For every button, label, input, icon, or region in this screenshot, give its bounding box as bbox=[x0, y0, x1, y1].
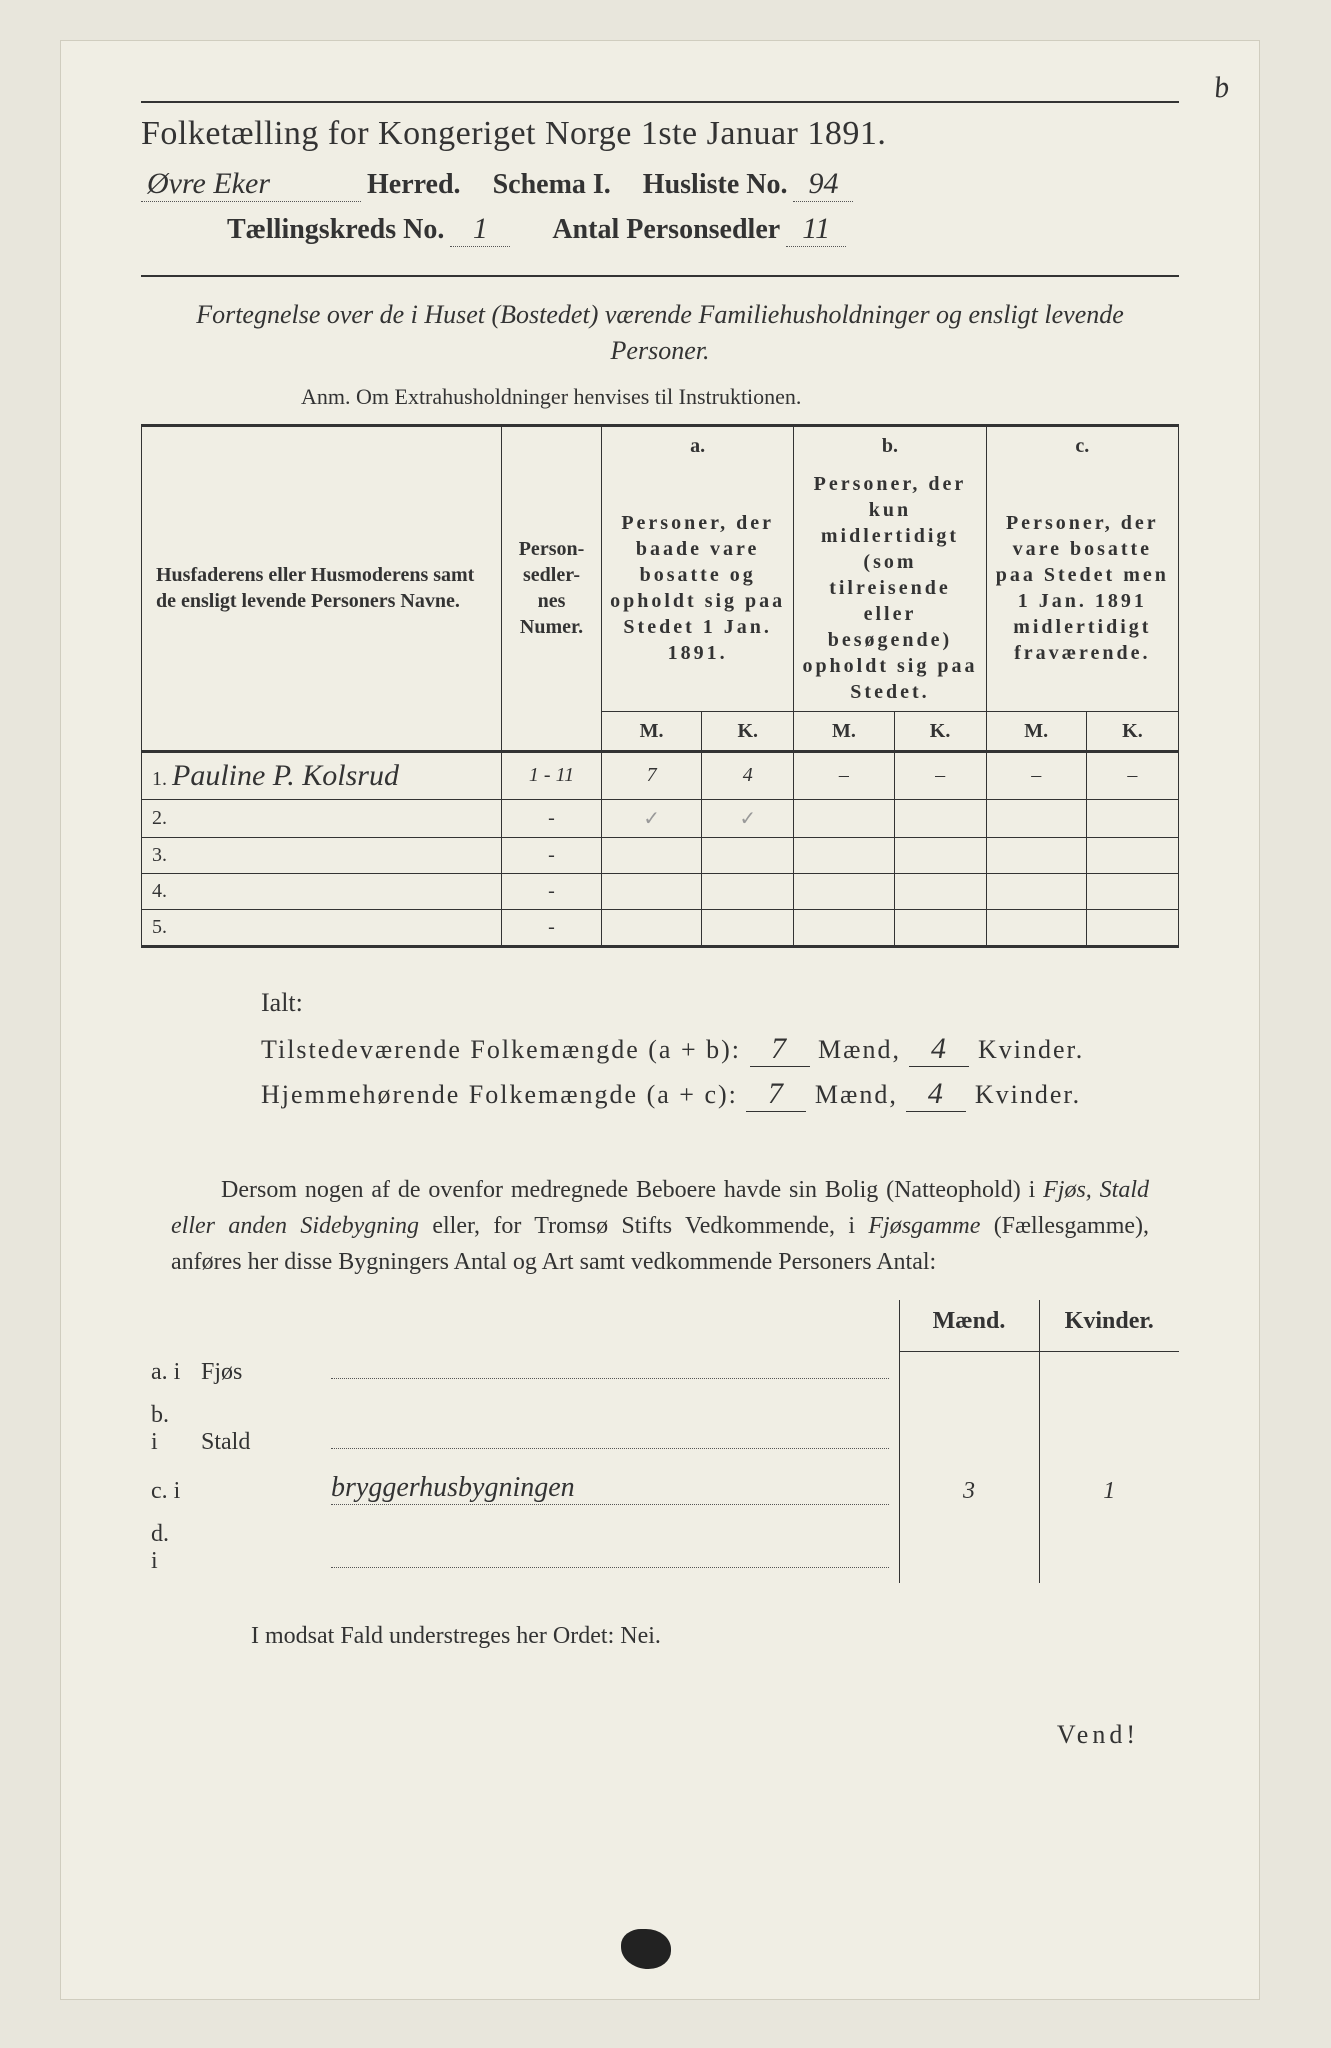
row-m bbox=[899, 1513, 1039, 1583]
table-row: 1. Pauline P. Kolsrud 1 - 11 7 4 – – – – bbox=[142, 751, 1179, 799]
row-b-m: – bbox=[794, 751, 894, 799]
building-row: a. i Fjøs bbox=[141, 1351, 1179, 1394]
row-k bbox=[1039, 1394, 1179, 1464]
vend-text: Vend! bbox=[141, 1720, 1179, 1750]
building-row: c. i bryggerhusbygningen 3 1 bbox=[141, 1464, 1179, 1513]
row-c-m bbox=[986, 799, 1086, 837]
title: Folketælling for Kongeriget Norge 1ste J… bbox=[141, 115, 1179, 153]
row-a-k: 4 bbox=[702, 751, 794, 799]
row-numer: - bbox=[502, 837, 602, 873]
row-type bbox=[191, 1513, 321, 1583]
row-type: Fjøs bbox=[191, 1351, 321, 1394]
kreds-value: 1 bbox=[450, 212, 510, 247]
closing-text: I modsat Fald understreges her Ordet: Ne… bbox=[251, 1623, 1179, 1650]
row-m bbox=[899, 1351, 1039, 1394]
building-table: Mænd. Kvinder. a. i Fjøs b. i Stald c. i… bbox=[141, 1300, 1179, 1584]
row-a-m: 7 bbox=[602, 751, 702, 799]
row-numer: - bbox=[502, 909, 602, 946]
row-c-k: – bbox=[1086, 751, 1178, 799]
row-name: 3. bbox=[142, 837, 502, 873]
col-a-desc: Personer, der baade vare bosatte og opho… bbox=[602, 465, 794, 712]
row-m: 3 bbox=[899, 1464, 1039, 1513]
row-k bbox=[1039, 1351, 1179, 1394]
row-numer: 1 - 11 bbox=[502, 751, 602, 799]
col-b-label: b. bbox=[794, 425, 986, 465]
husliste-label: Husliste No. bbox=[643, 169, 788, 201]
building-row: d. i bbox=[141, 1513, 1179, 1583]
table-row: 4. - bbox=[142, 873, 1179, 909]
herred-value: Øvre Eker bbox=[141, 167, 361, 202]
col-b-desc: Personer, der kun midlertidigt (som tilr… bbox=[794, 465, 986, 712]
instruction-paragraph: Dersom nogen af de ovenfor medregnede Be… bbox=[171, 1172, 1149, 1280]
row-b-m bbox=[794, 799, 894, 837]
row-fill: bryggerhusbygningen bbox=[331, 1472, 889, 1505]
col-a-label: a. bbox=[602, 425, 794, 465]
header-row-3: Tællingskreds No. 1 Antal Personsedler 1… bbox=[141, 212, 1179, 247]
table-row: 5. - bbox=[142, 909, 1179, 946]
row-type bbox=[191, 1464, 321, 1513]
col-c-m: M. bbox=[986, 711, 1086, 751]
annotation-mark: b bbox=[1213, 70, 1231, 105]
subtitle: Fortegnelse over de i Huset (Bostedet) v… bbox=[181, 297, 1139, 370]
census-table: Husfaderens eller Husmoderens samt de en… bbox=[141, 424, 1179, 948]
row-b-k bbox=[894, 799, 986, 837]
col-b-k: K. bbox=[894, 711, 986, 751]
row-fill bbox=[331, 1448, 889, 1449]
col-b-m: M. bbox=[794, 711, 894, 751]
row-numer: - bbox=[502, 873, 602, 909]
ialt-title: Ialt: bbox=[261, 988, 1179, 1018]
ialt-row-ac: Hjemmehørende Folkemængde (a + c): 7 Mæn… bbox=[261, 1077, 1179, 1112]
herred-label: Herred. bbox=[367, 169, 461, 201]
col-name-header: Husfaderens eller Husmoderens samt de en… bbox=[142, 425, 502, 751]
row-k bbox=[1039, 1513, 1179, 1583]
row-c-m: – bbox=[986, 751, 1086, 799]
row-b-k: – bbox=[894, 751, 986, 799]
col-a-k: K. bbox=[702, 711, 794, 751]
antal-value: 11 bbox=[786, 212, 846, 247]
header-row-2: Øvre Eker Herred. Schema I. Husliste No.… bbox=[141, 167, 1179, 202]
ink-blot bbox=[621, 1929, 671, 1969]
ialt-ac-m: 7 bbox=[746, 1077, 806, 1112]
row-a-k: ✓ bbox=[702, 799, 794, 837]
sub-maend-header: Mænd. bbox=[899, 1300, 1039, 1352]
kreds-label: Tællingskreds No. bbox=[227, 214, 444, 246]
col-c-label: c. bbox=[986, 425, 1178, 465]
row-label: a. i bbox=[141, 1351, 191, 1394]
row-numer: - bbox=[502, 799, 602, 837]
col-c-k: K. bbox=[1086, 711, 1178, 751]
row-name: 4. bbox=[142, 873, 502, 909]
table-row: 2. - ✓ ✓ bbox=[142, 799, 1179, 837]
ialt-ab-m: 7 bbox=[750, 1032, 810, 1067]
row-fill bbox=[331, 1567, 889, 1568]
row-label: d. i bbox=[141, 1513, 191, 1583]
schema-label: Schema I. bbox=[493, 169, 611, 201]
row-a-m: ✓ bbox=[602, 799, 702, 837]
building-row: b. i Stald bbox=[141, 1394, 1179, 1464]
row-fill bbox=[331, 1378, 889, 1379]
ialt-row-ab: Tilstedeværende Folkemængde (a + b): 7 M… bbox=[261, 1032, 1179, 1067]
row-m bbox=[899, 1394, 1039, 1464]
sub-kvinder-header: Kvinder. bbox=[1039, 1300, 1179, 1352]
row-label: c. i bbox=[141, 1464, 191, 1513]
row-name: 1. Pauline P. Kolsrud bbox=[142, 751, 502, 799]
census-form-page: b Folketælling for Kongeriget Norge 1ste… bbox=[60, 40, 1260, 2000]
antal-label: Antal Personsedler bbox=[552, 214, 780, 246]
row-type: Stald bbox=[191, 1394, 321, 1464]
col-numer-header: Person-sedler-nes Numer. bbox=[502, 425, 602, 751]
row-name: 2. bbox=[142, 799, 502, 837]
row-c-k bbox=[1086, 799, 1178, 837]
husliste-value: 94 bbox=[793, 167, 853, 202]
header-block: Folketælling for Kongeriget Norge 1ste J… bbox=[141, 101, 1179, 277]
table-row: 3. - bbox=[142, 837, 1179, 873]
ialt-ab-k: 4 bbox=[909, 1032, 969, 1067]
row-name: 5. bbox=[142, 909, 502, 946]
ialt-ac-k: 4 bbox=[906, 1077, 966, 1112]
anm-note: Anm. Om Extrahusholdninger henvises til … bbox=[301, 384, 1179, 410]
row-k: 1 bbox=[1039, 1464, 1179, 1513]
totals-block: Ialt: Tilstedeværende Folkemængde (a + b… bbox=[261, 988, 1179, 1112]
col-a-m: M. bbox=[602, 711, 702, 751]
col-c-desc: Personer, der vare bosatte paa Stedet me… bbox=[986, 465, 1178, 712]
row-label: b. i bbox=[141, 1394, 191, 1464]
